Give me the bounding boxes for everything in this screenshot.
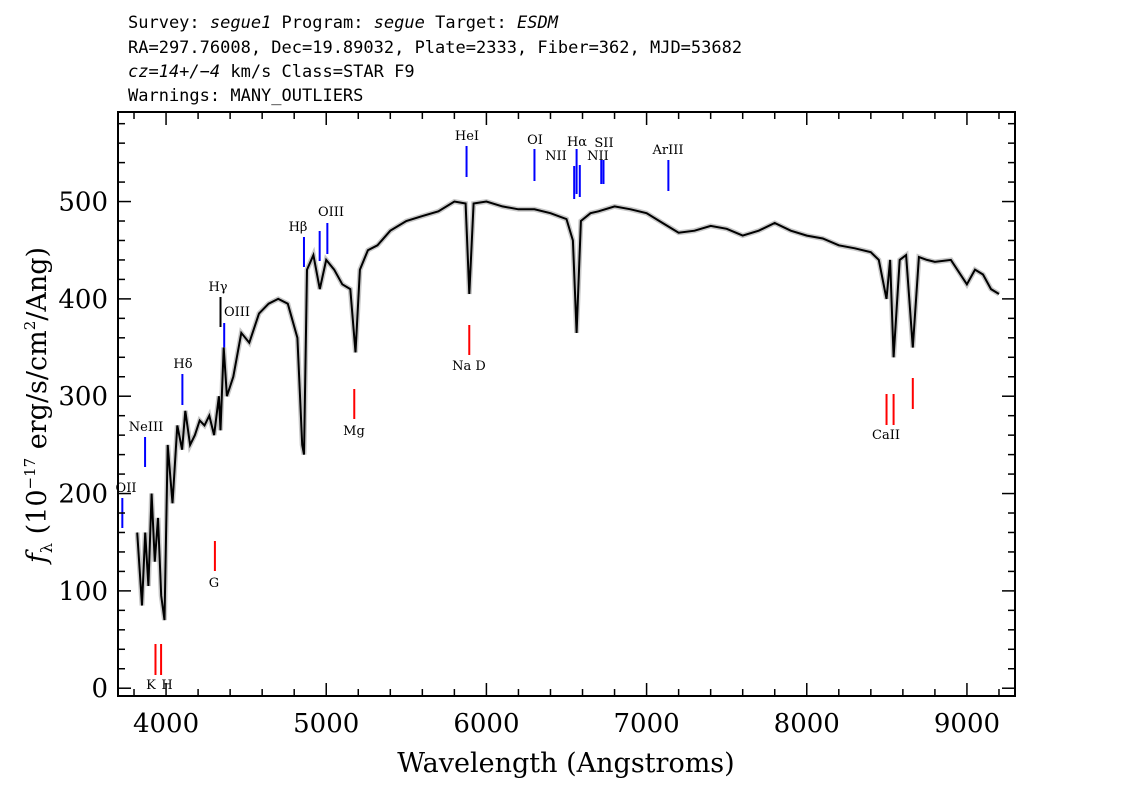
ion-line-markers: HeIOINIIHαNIISIISIIArIIIHβOIIIOIIIHγOIII… bbox=[116, 129, 914, 693]
ion-label-18: G bbox=[209, 576, 219, 591]
x-tick-label: 9000 bbox=[934, 709, 1000, 739]
y-tick-label: 500 bbox=[58, 188, 108, 218]
ion-label-15: OII bbox=[116, 481, 137, 496]
ion-label-0: HeI bbox=[455, 129, 479, 144]
header-line-2: RA=297.76008, Dec=19.89032, Plate=2333, … bbox=[128, 38, 743, 58]
ion-label-17: Mg bbox=[343, 424, 365, 439]
ion-label-11: Hγ bbox=[208, 280, 227, 295]
plot-frame bbox=[117, 111, 1016, 697]
program-label: Program: bbox=[271, 13, 374, 33]
ion-label-5: SII bbox=[594, 136, 613, 151]
x-tick-label: 4000 bbox=[133, 709, 199, 739]
ion-label-2: NII bbox=[545, 149, 567, 164]
ion-label-20: H bbox=[161, 678, 172, 693]
ion-label-22: CaII bbox=[872, 428, 900, 443]
y-axis-exponent: −17 bbox=[21, 458, 39, 490]
ion-label-13: Hδ bbox=[173, 357, 192, 372]
ion-label-16: Na D bbox=[452, 359, 486, 374]
axis-ticks: 4000 5000 6000 7000 8000 9000 0 100 200 300 400 500 bbox=[58, 112, 1015, 739]
header-line-1: Survey: segue1 Program: segue Target: ES… bbox=[128, 13, 558, 33]
ion-label-19: K bbox=[146, 678, 156, 693]
y-tick-label: 100 bbox=[58, 577, 108, 607]
redshift-value: cz=14+/−4 bbox=[128, 62, 221, 82]
header-line-4: Warnings: MANY_OUTLIERS bbox=[128, 86, 364, 106]
target-value: ESDM bbox=[516, 13, 558, 33]
x-tick-label: 6000 bbox=[453, 709, 519, 739]
ion-label-14: NeIII bbox=[129, 420, 163, 435]
ion-label-3: Hα bbox=[567, 135, 587, 150]
survey-value: segue1 bbox=[209, 13, 272, 33]
header-line-3: cz=14+/−4 km/s Class=STAR F9 bbox=[128, 62, 415, 82]
x-tick-label: 7000 bbox=[614, 709, 680, 739]
ion-label-12: OIII bbox=[224, 305, 250, 320]
ion-label-1: OI bbox=[527, 133, 543, 148]
y-tick-label: 200 bbox=[58, 480, 108, 510]
x-tick-label: 5000 bbox=[293, 709, 359, 739]
ion-label-8: Hβ bbox=[289, 220, 308, 235]
program-value: segue bbox=[373, 13, 425, 33]
y-axis-units-c: /Ang) bbox=[22, 247, 53, 321]
y-axis-units-b: erg/s/cm bbox=[22, 330, 53, 458]
y-tick-label: 300 bbox=[58, 382, 108, 412]
y-tick-label: 400 bbox=[58, 285, 108, 315]
series-0-line bbox=[136, 200, 1000, 621]
y-axis-units-a: (10 bbox=[22, 489, 53, 542]
ion-label-7: ArIII bbox=[651, 143, 683, 158]
y-axis-square: 2 bbox=[21, 321, 39, 331]
class-text: km/s Class=STAR F9 bbox=[220, 62, 415, 82]
target-label: Target: bbox=[424, 13, 517, 33]
y-tick-label: 0 bbox=[91, 674, 108, 704]
y-axis-title: fλ (10−17 erg/s/cm2/Ang) bbox=[21, 247, 56, 565]
series-layer bbox=[134, 198, 1001, 621]
ion-label-9: OIII bbox=[318, 205, 344, 220]
y-axis-subscript: λ bbox=[37, 543, 56, 553]
x-axis-title: Wavelength (Angstroms) bbox=[397, 748, 734, 779]
y-axis-symbol: f bbox=[22, 549, 53, 565]
x-tick-label: 8000 bbox=[774, 709, 840, 739]
survey-label: Survey: bbox=[128, 13, 210, 33]
series-0-error-band bbox=[134, 198, 1001, 621]
